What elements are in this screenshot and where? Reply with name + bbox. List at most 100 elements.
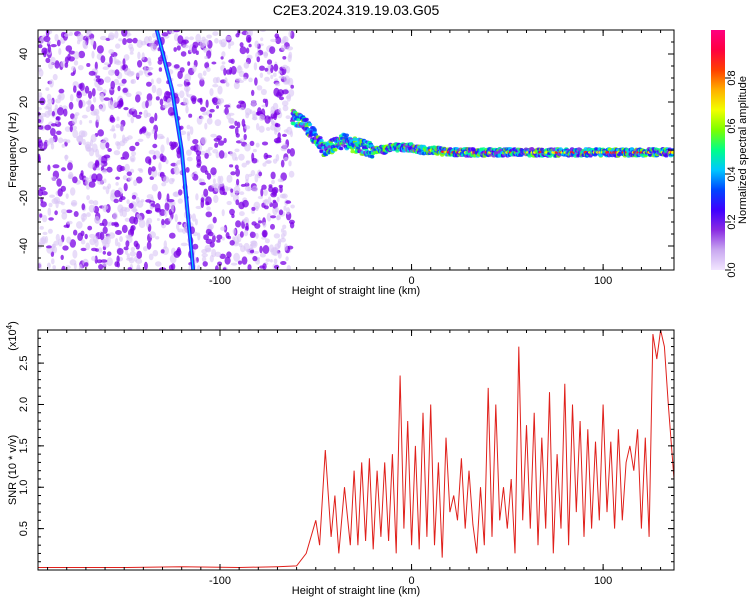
noise-point (202, 47, 210, 52)
noise-point (213, 194, 219, 204)
noise-point (281, 100, 289, 107)
noise-point (113, 78, 120, 86)
noise-point (116, 141, 121, 150)
noise-point (209, 108, 215, 113)
noise-point (236, 178, 240, 186)
noise-point (267, 65, 272, 69)
noise-point (115, 182, 119, 186)
noise-point (212, 31, 219, 36)
noise-point (283, 156, 289, 162)
ridge-point (312, 127, 317, 132)
noise-point (206, 117, 213, 125)
noise-point (216, 234, 223, 240)
noise-point (156, 87, 163, 97)
spectrogram-panel: -100 0 100 -40 -20 0 20 40 Height of straight … (7, 29, 675, 297)
noise-point (73, 85, 77, 93)
noise-point (229, 125, 236, 129)
noise-point (278, 209, 284, 216)
noise-point (233, 81, 240, 90)
noise-point (270, 38, 277, 43)
noise-point (50, 123, 58, 127)
noise-point (160, 144, 165, 154)
noise-point (152, 143, 158, 149)
noise-point (100, 155, 108, 164)
noise-point (199, 97, 203, 105)
noise-point (173, 250, 181, 258)
noise-point (197, 144, 203, 152)
noise-point (149, 231, 157, 239)
noise-point (155, 261, 162, 267)
noise-point (64, 126, 71, 132)
x-tick-label: -100 (209, 575, 231, 587)
bottom-y-axis-title: SNR (10 * v/v) (7, 435, 19, 505)
noise-point (65, 193, 69, 199)
noise-point (190, 145, 197, 151)
noise-point (203, 234, 210, 241)
noise-point (126, 171, 132, 176)
noise-point (212, 178, 216, 185)
noise-point (149, 116, 155, 124)
noise-point (156, 77, 162, 84)
noise-point (39, 113, 47, 118)
noise-point (113, 221, 119, 226)
noise-point (245, 248, 250, 253)
noise-point (131, 194, 137, 200)
noise-point (117, 242, 121, 248)
noise-point (164, 202, 170, 212)
noise-point (230, 262, 238, 266)
noise-point (64, 62, 69, 68)
noise-point (289, 148, 295, 157)
noise-point (279, 186, 283, 193)
snr-panel: -100 0 100 0.5 1.0 1.5 2.0 2.5 Height of strai… (5, 321, 675, 597)
noise-point (42, 214, 48, 223)
noise-point (115, 230, 122, 235)
noise-point (211, 97, 218, 104)
noise-point (239, 42, 244, 48)
noise-point (149, 205, 153, 210)
noise-point (109, 55, 113, 65)
noise-point (165, 91, 172, 96)
noise-point (101, 169, 108, 174)
noise-point (97, 129, 104, 137)
noise-point (163, 240, 167, 250)
noise-point (279, 96, 284, 101)
noise-point (159, 171, 165, 177)
noise-point (89, 238, 96, 246)
noise-point (270, 223, 275, 230)
noise-point (186, 156, 193, 162)
noise-point (175, 162, 179, 169)
noise-point (136, 250, 143, 259)
noise-point (182, 39, 189, 44)
noise-point (98, 264, 104, 270)
noise-point (262, 221, 267, 228)
noise-point (104, 62, 110, 66)
noise-point (88, 199, 94, 205)
noise-point (121, 78, 127, 84)
noise-point (102, 186, 107, 190)
noise-point (165, 159, 169, 165)
noise-point (108, 32, 115, 40)
noise-point (200, 106, 207, 112)
noise-point (206, 34, 212, 39)
noise-point (282, 64, 288, 70)
noise-point (132, 37, 138, 44)
ridge-point (307, 122, 313, 127)
noise-point (148, 61, 152, 66)
noise-point (235, 126, 239, 136)
noise-point (57, 188, 63, 197)
noise-point (224, 107, 229, 115)
noise-point (80, 213, 88, 221)
noise-point (140, 199, 145, 203)
noise-point (95, 78, 102, 83)
noise-point (53, 196, 61, 204)
noise-point (247, 187, 251, 192)
noise-point (257, 195, 263, 200)
noise-point (130, 71, 135, 76)
noise-point (209, 241, 215, 248)
noise-point (262, 245, 270, 254)
noise-point (55, 98, 61, 104)
noise-point (99, 140, 107, 150)
noise-point (194, 218, 198, 226)
noise-point (145, 199, 152, 203)
noise-point (264, 160, 272, 164)
